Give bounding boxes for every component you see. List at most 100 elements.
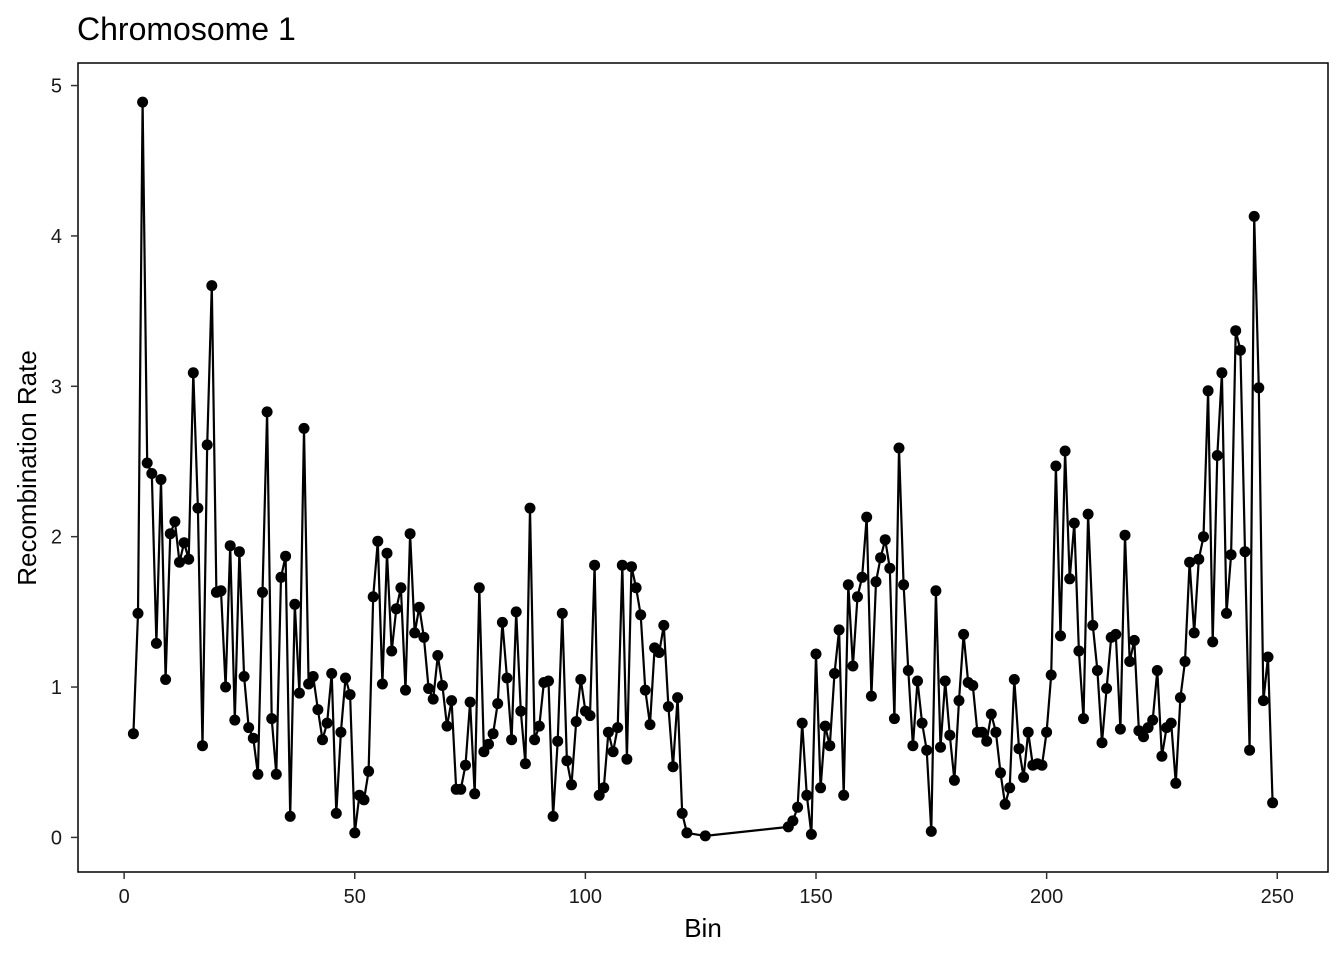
data-point: [699, 830, 711, 842]
plot-panel: [77, 62, 1329, 873]
y-tick-label: 4: [51, 226, 62, 248]
data-point: [856, 571, 868, 583]
y-tick-label: 1: [51, 677, 62, 699]
data-point: [275, 571, 287, 583]
data-point: [1064, 573, 1076, 585]
data-point: [570, 716, 582, 728]
x-tick-label: 200: [1030, 886, 1063, 908]
data-point: [879, 534, 891, 546]
data-point: [884, 562, 896, 574]
data-point: [326, 668, 338, 679]
chart-title: Chromosome 1: [77, 11, 296, 47]
data-point: [1234, 344, 1246, 356]
data-point: [681, 827, 693, 839]
data-point: [1165, 717, 1177, 729]
data-point: [543, 675, 554, 687]
data-point: [1022, 726, 1034, 738]
data-point: [1179, 656, 1191, 667]
data-point: [575, 674, 587, 685]
data-point: [529, 734, 541, 746]
data-point: [667, 761, 679, 773]
data-point: [792, 801, 804, 813]
x-tick-label: 50: [344, 886, 366, 908]
data-point: [621, 753, 633, 765]
data-point: [1045, 669, 1057, 681]
data-point: [930, 585, 942, 597]
data-point: [893, 442, 905, 454]
data-point: [944, 729, 956, 741]
data-point: [298, 422, 310, 434]
data-point: [921, 744, 933, 756]
data-point: [644, 719, 656, 731]
x-axis: 0 50 100 150 200 250: [119, 872, 1294, 908]
y-axis: 0 1 2 3 4 5: [51, 76, 78, 849]
data-point: [1114, 723, 1126, 735]
data-point: [995, 767, 1006, 779]
data-point: [150, 637, 162, 649]
data-point: [141, 457, 153, 469]
data-point: [252, 768, 264, 780]
data-point: [976, 726, 988, 738]
data-point: [1013, 743, 1025, 755]
data-point: [192, 502, 204, 514]
data-point: [404, 528, 416, 540]
data-point: [602, 726, 614, 738]
data-point: [1138, 731, 1149, 743]
data-point: [907, 740, 919, 752]
data-point: [616, 559, 628, 571]
data-point: [1170, 777, 1182, 789]
data-point: [635, 609, 647, 621]
data-point: [584, 710, 596, 722]
data-point: [524, 502, 536, 514]
data-point: [925, 825, 937, 837]
data-point: [432, 650, 444, 661]
data-point: [519, 758, 531, 770]
data-point: [672, 692, 684, 704]
data-point: [395, 582, 407, 594]
data-point: [363, 765, 375, 777]
data-point: [1248, 210, 1260, 222]
data-point: [612, 722, 624, 734]
data-point: [1124, 656, 1136, 667]
data-point: [1221, 607, 1232, 619]
data-point: [1253, 382, 1265, 394]
data-point: [423, 683, 435, 694]
data-point: [861, 511, 873, 523]
data-point: [796, 717, 808, 729]
data-point: [174, 556, 185, 568]
data-point: [547, 810, 559, 822]
data-point: [261, 406, 273, 418]
data-point: [441, 720, 453, 732]
data-point: [1050, 460, 1062, 472]
data-point: [340, 672, 351, 684]
y-axis-title: Recombination Rate: [12, 350, 42, 586]
data-point: [1188, 627, 1200, 639]
data-point: [1059, 445, 1071, 457]
data-point: [464, 696, 476, 708]
data-point: [335, 726, 347, 738]
data-point: [1267, 797, 1279, 809]
data-point: [317, 734, 328, 746]
data-point: [1087, 619, 1099, 631]
data-point: [266, 713, 278, 725]
y-tick-label: 3: [51, 376, 62, 398]
y-tick-label: 0: [51, 827, 62, 849]
data-point: [1101, 683, 1113, 694]
data-point: [1119, 529, 1131, 541]
data-point: [427, 693, 439, 705]
data-point: [178, 537, 190, 549]
data-point: [381, 547, 393, 559]
data-point: [413, 601, 425, 613]
data-point: [847, 660, 859, 672]
data-point: [838, 789, 850, 801]
data-point: [270, 768, 282, 780]
data-point: [1008, 674, 1020, 685]
data-point: [446, 695, 458, 707]
data-point: [224, 540, 236, 552]
data-point: [515, 705, 527, 717]
data-point: [953, 695, 965, 707]
data-point: [561, 755, 573, 767]
data-point: [916, 717, 928, 729]
data-point: [981, 735, 993, 747]
data-point: [280, 550, 292, 562]
